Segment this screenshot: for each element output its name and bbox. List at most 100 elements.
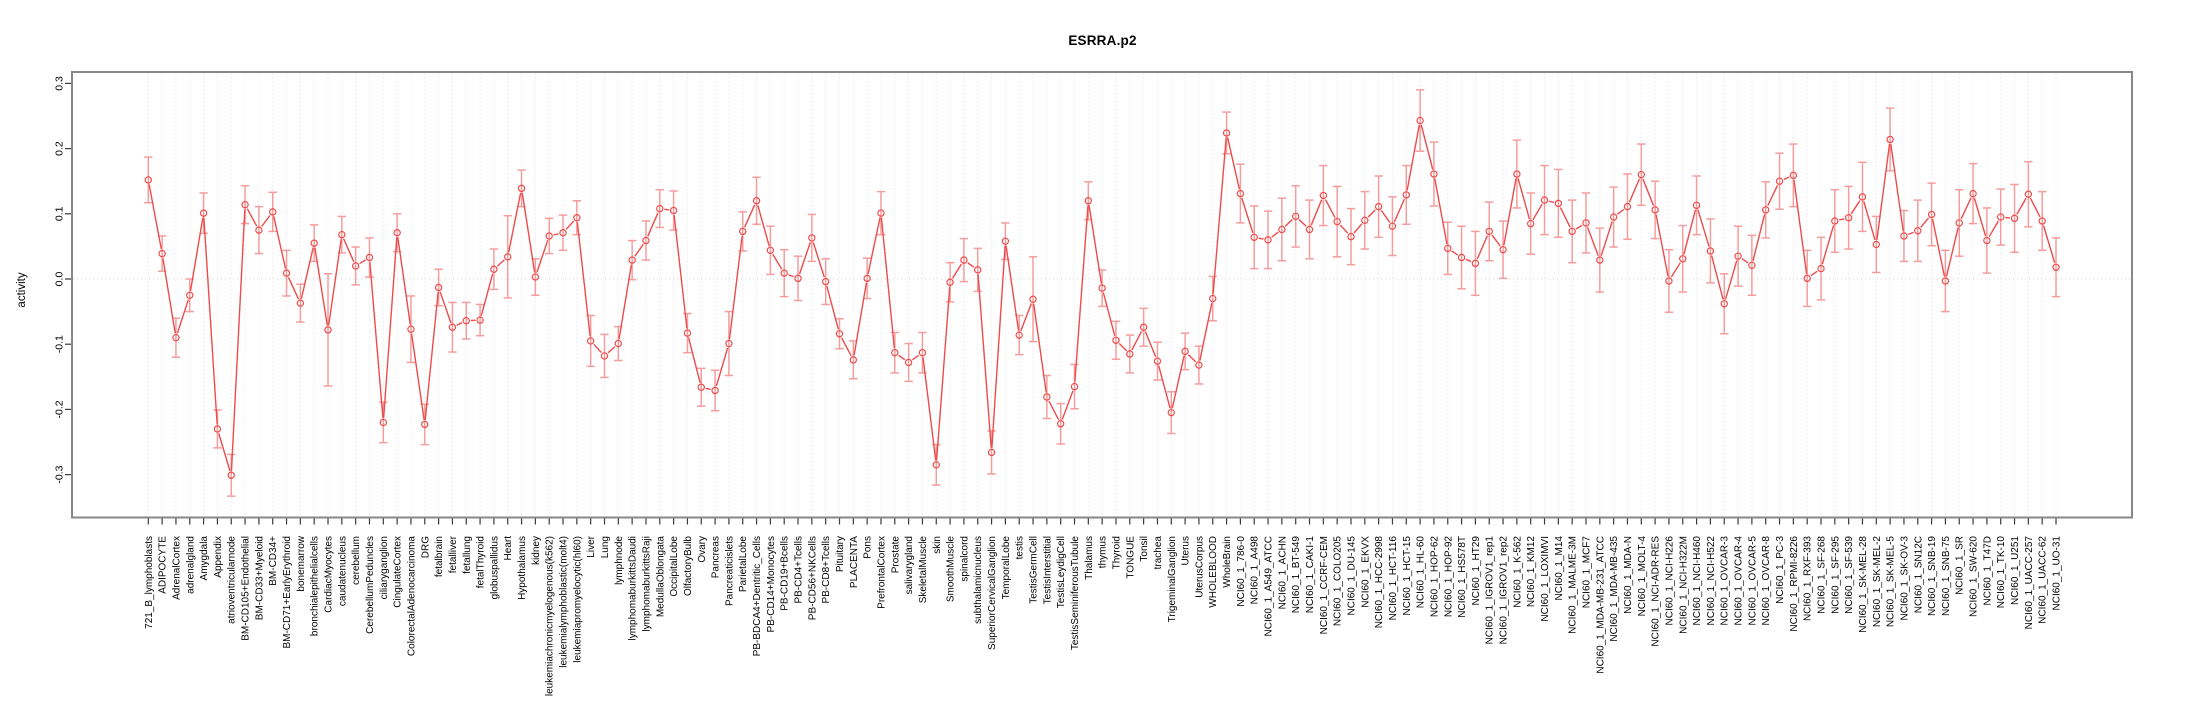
series-segment [2029,198,2041,218]
x-tick-label: NCI60_1_786-0 [1236,536,1247,607]
data-point-marker [1167,408,1175,417]
series-segment [967,262,975,268]
x-tick-label: UterusCorpus [1194,536,1205,598]
series-segment [1850,200,1861,215]
x-tick-label: TemporalLobe [1001,536,1012,600]
series-segment [1655,214,1669,277]
data-point-marker [863,274,871,283]
data-point-marker [1444,244,1452,253]
x-tick-label: NCI60_1_RPMI-8226 [1789,536,1800,632]
data-point-marker [1001,237,1010,245]
x-tick-label: PB-CD8+Tcells [821,536,832,604]
data-point-marker [1955,219,1963,227]
data-point-marker [974,266,982,274]
x-tick-label: NCI60_1_NCI-H460 [1692,536,1703,626]
x-tick-label: BM-CD33+Myeloid [254,536,265,620]
data-point-marker [1803,274,1811,283]
series-segment [1284,219,1293,227]
series-segment [1393,198,1406,223]
series-segment [867,217,881,274]
data-point-marker [1665,277,1673,285]
data-point-marker [1195,361,1203,369]
x-tick-label: NCI60_1_M14 [1554,536,1565,601]
data-point-marker [421,420,429,429]
series-segment [757,205,770,247]
data-point-marker [904,358,913,367]
data-point-marker [351,262,360,270]
data-point-marker [1831,217,1839,225]
x-tick-label: PrefrontalCortex [876,536,887,609]
x-tick-label: NCI60_1_IGROV1_rep1 [1485,536,1496,645]
data-point-marker [1347,232,1355,241]
data-point-marker [1748,261,1756,270]
x-tick-label: adrenalgland [185,536,196,594]
series-segment [261,215,271,227]
data-point-marker [1291,212,1300,221]
series-segment [1241,197,1254,234]
series-segment [162,257,176,334]
series-segment [1628,178,1641,203]
data-point-marker [1568,227,1576,236]
x-tick-label: NCI60_1_OVCAR-3 [1720,536,1731,626]
data-point-marker [1015,331,1023,339]
x-tick-label: NCI60_1_A549_ATCC [1264,536,1275,636]
series-segment [1575,224,1583,230]
data-point-marker [365,253,374,262]
x-tick-label: TrigeminalGanglion [1167,536,1178,622]
data-point-marker [1374,202,1383,211]
x-tick-label: fetalbrain [434,536,445,577]
series-segment [1783,176,1790,181]
series-segment [359,259,366,265]
x-tick-label: BM-CD71+EarlyErythroid [282,536,293,649]
series-segment [593,343,602,354]
series-segment [1465,258,1472,263]
series-segment [1863,201,1876,241]
series-segment [826,285,839,330]
data-point-marker [1181,347,1189,356]
x-tick-label: ColorectalAdenocarcinoma [406,536,417,657]
series-segment [1600,221,1613,256]
series-segment [576,222,591,337]
x-tick-label: NCI60_1_HOP-92 [1443,536,1454,618]
x-tick-label: NCI60_1_A498 [1250,536,1261,605]
series-segment [1642,178,1655,206]
x-tick-label: NCI60_1_MDA-N [1623,536,1634,614]
series-segment [1908,231,1914,235]
x-tick-label: NCI60_1_COLO205 [1333,536,1344,626]
x-tick-label: AdrenalCortex [171,536,182,600]
series-segment [1752,214,1766,262]
x-tick-label: NCI60_1_HCT-15 [1402,536,1413,616]
series-segment [410,333,425,420]
x-tick-label: bonemarrow [296,535,307,591]
data-point-marker [697,383,705,391]
x-tick-label: NCI60_1_SR [1955,536,1966,595]
series-segment [798,242,812,275]
data-point-marker [683,329,692,337]
series-segment [521,192,536,273]
data-point-marker [642,236,650,245]
x-tick-label: Amygdala [199,536,210,581]
x-tick-label: Lung [600,536,611,558]
x-tick-label: CerebellumPeduncles [365,536,376,634]
data-point-marker [586,337,595,345]
x-tick-label: Prostate [890,536,901,574]
data-point-marker [918,348,927,357]
x-tick-label: atrioventricularnode [227,536,238,624]
data-point-marker [1997,213,2005,221]
data-point-marker [1692,201,1701,210]
series-segment [314,247,328,326]
x-tick-label: kidney [531,536,542,565]
x-tick-label: PB-CD4+Tcells [794,536,805,604]
data-point-marker [1250,233,1258,241]
series-segment [1199,302,1213,361]
x-tick-label: SkeletalMuscle [918,536,929,604]
data-point-marker [324,326,332,334]
series-segment [1406,124,1420,191]
series-segment [1548,200,1555,203]
x-tick-label: NCI60_1_SF-539 [1844,536,1855,614]
series-segment [715,347,729,387]
x-tick-label: lymphnode [614,536,625,585]
series-segment [618,264,633,340]
